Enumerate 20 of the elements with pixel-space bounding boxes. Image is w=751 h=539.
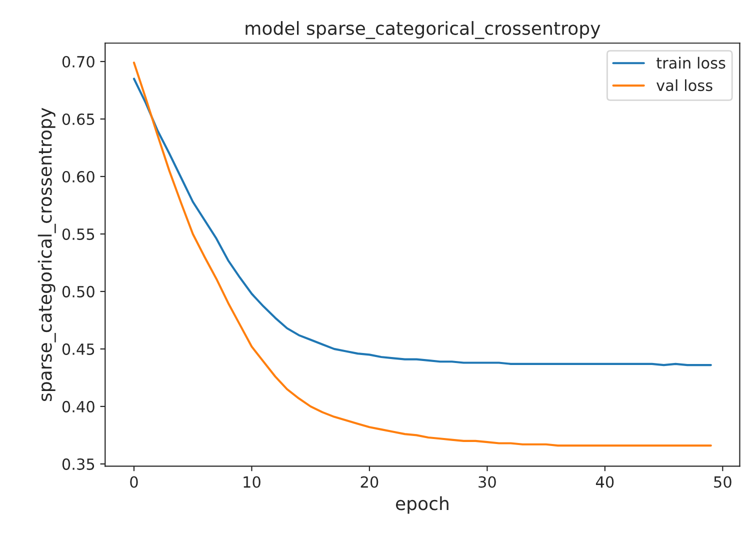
line-series (132, 78, 712, 366)
y-tick-label: 0.35 (62, 458, 94, 470)
chart-title: model sparse_categorical_crossentropy (246, 21, 600, 40)
y-tick-label: 0.65 (62, 113, 94, 126)
x-tick-label: 40 (596, 476, 614, 488)
x-tick-label: 50 (714, 476, 732, 488)
y-tick-label: 0.60 (62, 170, 94, 183)
y-tick-label: 0.55 (62, 228, 94, 240)
x-axis-title: epoch (396, 496, 448, 514)
x-tick-label: 30 (478, 476, 496, 488)
legend-label: val loss (656, 79, 712, 92)
y-tick-label: 0.40 (62, 400, 94, 412)
y-tick-label: 0.45 (62, 343, 94, 355)
legend-label: train loss (656, 56, 726, 69)
x-tick-label: 10 (244, 476, 260, 488)
x-tick-label: 0 (130, 476, 138, 488)
y-tick-label: 0.50 (62, 286, 94, 298)
y-axis-title: sparse_categorical_crossentropy (38, 108, 56, 402)
x-tick-label: 20 (360, 476, 378, 488)
y-tick-label: 0.70 (62, 56, 94, 68)
